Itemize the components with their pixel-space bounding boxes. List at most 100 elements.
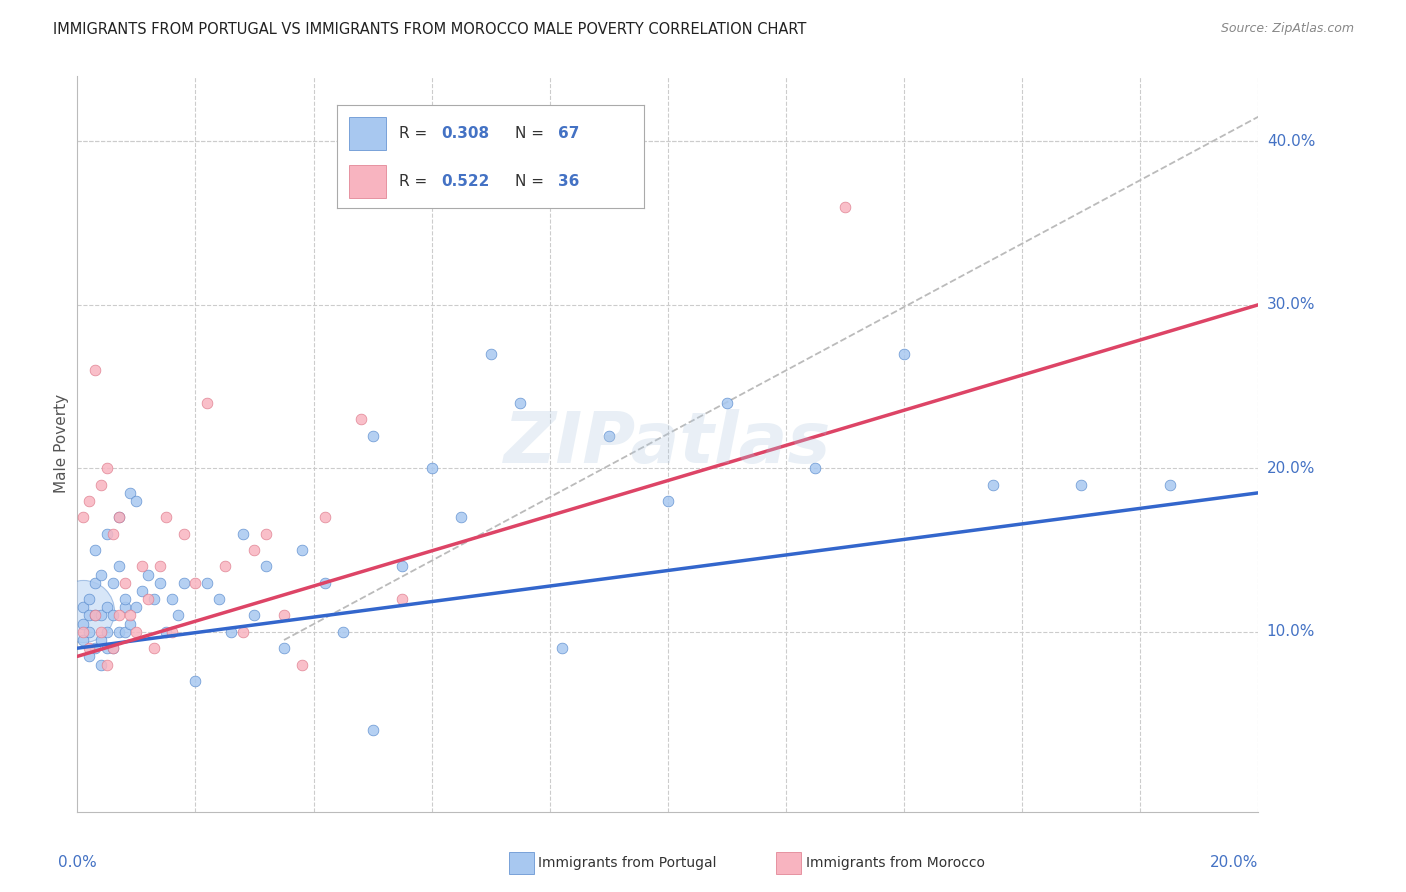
Text: 40.0%: 40.0% [1267,134,1315,149]
Point [84,641,107,656]
Point [273,641,295,656]
Point [84,543,107,558]
Point [214,559,236,574]
Point [550,641,572,656]
Point [90,477,112,491]
Point [101,641,124,656]
Point [84,608,107,623]
Point [155,624,177,639]
Point [314,510,336,524]
Point [101,526,124,541]
Text: N =: N = [515,126,550,141]
Point [291,543,314,558]
Point [254,559,277,574]
Point [314,575,336,590]
Text: 0.0%: 0.0% [58,855,97,870]
Point [101,575,124,590]
Text: N =: N = [515,174,550,189]
Point [184,673,207,688]
Point [166,608,188,623]
Point [72,510,94,524]
Point [125,624,148,639]
Point [101,641,124,656]
Point [96,641,118,656]
Point [143,592,166,607]
Point [291,657,314,672]
Point [136,567,159,582]
Point [90,633,112,648]
Point [84,363,107,377]
Point [149,575,172,590]
Point [195,396,218,410]
Point [131,584,153,599]
Point [84,608,107,623]
Point [77,649,100,664]
Point [598,428,620,442]
Text: Source: ZipAtlas.com: Source: ZipAtlas.com [1220,22,1354,36]
Text: 0.522: 0.522 [441,174,489,189]
Point [1159,477,1181,491]
Point [232,624,254,639]
FancyBboxPatch shape [350,117,387,150]
Point [155,510,177,524]
Point [361,428,384,442]
Point [72,616,94,631]
Text: Immigrants from Portugal: Immigrants from Portugal [538,855,717,870]
Text: IMMIGRANTS FROM PORTUGAL VS IMMIGRANTS FROM MOROCCO MALE POVERTY CORRELATION CHA: IMMIGRANTS FROM PORTUGAL VS IMMIGRANTS F… [53,22,807,37]
Point [96,657,118,672]
Point [350,412,373,426]
Point [96,624,118,639]
Point [107,510,129,524]
Y-axis label: Male Poverty: Male Poverty [53,394,69,493]
Point [219,624,242,639]
Point [125,494,148,508]
Point [981,477,1004,491]
Point [90,567,112,582]
Point [450,510,472,524]
Point [77,494,100,508]
Point [160,592,183,607]
Point [208,592,231,607]
Text: 0.308: 0.308 [441,126,489,141]
Point [72,633,94,648]
Point [136,592,159,607]
Point [107,608,129,623]
Point [509,396,531,410]
Text: Immigrants from Morocco: Immigrants from Morocco [806,855,984,870]
Point [716,396,738,410]
Text: 67: 67 [558,126,579,141]
Point [107,624,129,639]
Point [77,641,100,656]
Point [254,526,277,541]
Point [90,624,112,639]
Point [90,657,112,672]
Point [131,559,153,574]
Point [479,347,502,361]
Point [391,592,413,607]
Point [72,600,94,615]
Point [184,575,207,590]
Text: 10.0%: 10.0% [1267,624,1315,640]
Point [96,461,118,475]
Point [143,641,166,656]
Point [107,510,129,524]
Point [195,575,218,590]
Point [114,575,136,590]
Point [893,347,915,361]
Point [332,624,354,639]
Text: 20.0%: 20.0% [1211,855,1258,870]
Point [232,526,254,541]
Point [160,624,183,639]
Point [657,494,679,508]
Point [173,575,195,590]
Point [77,592,100,607]
Point [114,600,136,615]
Point [273,608,295,623]
Point [77,624,100,639]
Point [120,608,142,623]
Point [120,616,142,631]
Point [125,600,148,615]
Point [90,608,112,623]
Point [243,543,266,558]
Point [361,723,384,737]
